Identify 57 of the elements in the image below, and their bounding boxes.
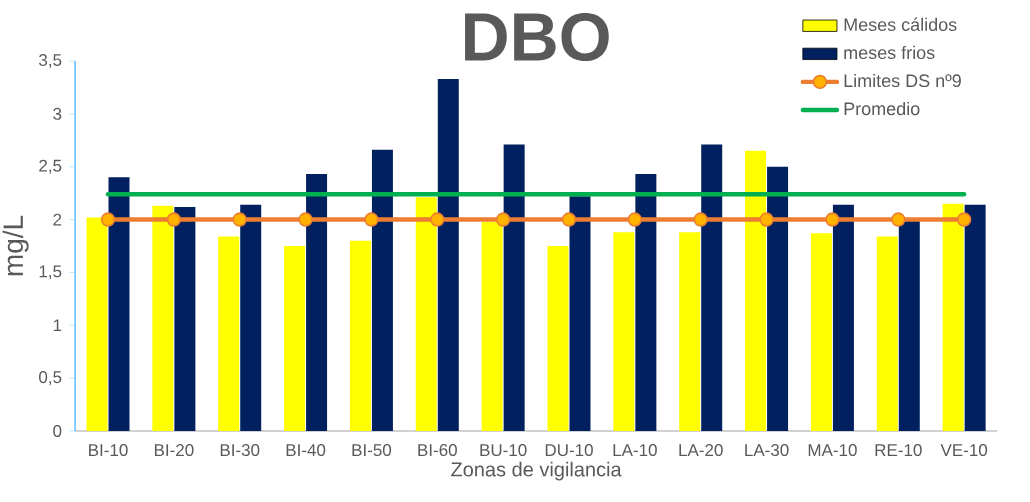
bar <box>108 177 130 431</box>
y-tick-label: 3 <box>53 107 62 120</box>
bar <box>349 240 371 431</box>
bar <box>876 236 898 431</box>
bar <box>240 204 262 431</box>
x-tick-label: BI-10 <box>89 444 128 457</box>
bar <box>415 197 437 431</box>
x-tick-label: RE-10 <box>875 444 922 457</box>
bar <box>964 204 986 431</box>
x-tick-label: DU-10 <box>545 444 593 457</box>
y-tick-label: 3,5 <box>39 53 62 69</box>
y-tick-label: 1,5 <box>39 265 62 280</box>
y-tick-label: 1 <box>53 319 62 332</box>
bar <box>306 174 328 431</box>
x-tick-label: BI-40 <box>286 444 326 457</box>
bar <box>569 196 591 431</box>
y-axis-title: mg/L <box>2 215 29 276</box>
x-tick-label: MA-10 <box>808 444 857 457</box>
x-tick-label: LA-20 <box>679 444 723 457</box>
bar <box>174 206 196 431</box>
bar <box>942 203 964 431</box>
legend-label: Promedio <box>844 101 920 116</box>
legend-label: Limites DS nº9 <box>844 73 961 88</box>
y-tick-label: 0 <box>53 424 62 437</box>
bar <box>898 219 920 431</box>
bar <box>152 205 174 431</box>
bar <box>218 236 240 431</box>
x-tick-label: LA-10 <box>613 444 657 457</box>
x-axis-title: Zonas de vigilancia <box>451 461 622 481</box>
bar <box>767 166 789 431</box>
bar <box>371 149 393 431</box>
y-tick-label: 2 <box>53 213 62 226</box>
bar <box>613 232 635 431</box>
bar <box>503 144 525 431</box>
x-tick-label: BI-30 <box>220 444 260 457</box>
bar <box>481 221 503 431</box>
x-tick-label: BI-50 <box>352 444 392 457</box>
bar <box>832 204 854 431</box>
bar <box>284 245 306 431</box>
y-tick-label: 2,5 <box>39 159 62 174</box>
bar <box>810 233 832 431</box>
x-tick-label: VE-10 <box>940 444 988 457</box>
bar <box>437 78 459 431</box>
bar <box>745 150 767 431</box>
legend-label: meses frios <box>844 45 935 60</box>
bar <box>547 245 569 431</box>
x-tick-label: BI-60 <box>418 444 457 457</box>
bar <box>701 144 723 431</box>
y-tick-label: 0,5 <box>39 371 62 386</box>
x-tick-label: BI-20 <box>154 444 194 457</box>
bar <box>635 174 657 431</box>
x-tick-label: LA-30 <box>745 444 789 457</box>
x-tick-label: BU-10 <box>480 444 527 457</box>
chart-title: DBO <box>465 12 609 62</box>
bar <box>86 217 108 431</box>
legend-label: Meses cálidos <box>844 17 957 32</box>
bar <box>679 232 701 431</box>
